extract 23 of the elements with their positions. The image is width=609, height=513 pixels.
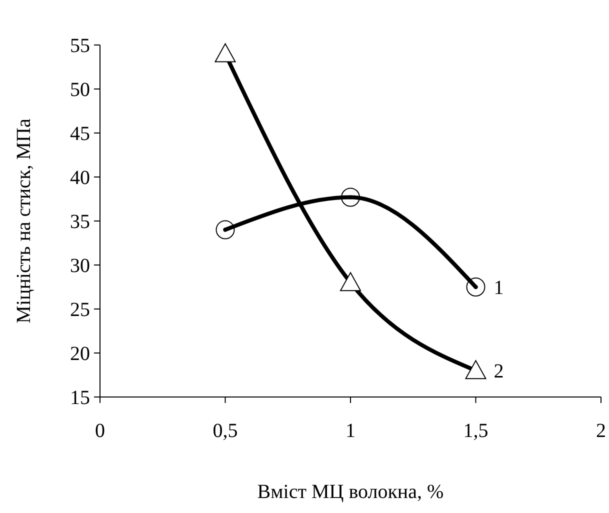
y-tick-label: 35 <box>70 211 90 233</box>
y-tick-label: 45 <box>70 123 90 145</box>
x-tick-label: 0 <box>95 420 105 442</box>
x-tick-label: 0,5 <box>212 420 238 442</box>
series-label: 1 <box>494 277 504 299</box>
y-tick-label: 50 <box>70 79 90 101</box>
y-axis-title: Міцність на стиск, МПа <box>13 118 35 324</box>
point <box>466 278 486 296</box>
x-axis-title: Вміст МЦ волокна, % <box>257 481 444 503</box>
x-tick-label: 1 <box>346 420 356 442</box>
y-tick-label: 25 <box>70 299 90 321</box>
y-tick-label: 20 <box>70 343 90 365</box>
point <box>216 220 235 240</box>
x-tick-label: 1,5 <box>463 420 488 442</box>
series-label: 2 <box>494 360 504 383</box>
point <box>214 43 236 62</box>
y-tick-label: 40 <box>70 167 90 189</box>
point <box>465 360 486 380</box>
x-tick-label: 2 <box>596 420 606 442</box>
point <box>340 272 361 292</box>
y-tick-label: 30 <box>70 255 90 277</box>
y-tick-label: 15 <box>70 387 90 409</box>
y-tick-label: 55 <box>70 35 90 57</box>
